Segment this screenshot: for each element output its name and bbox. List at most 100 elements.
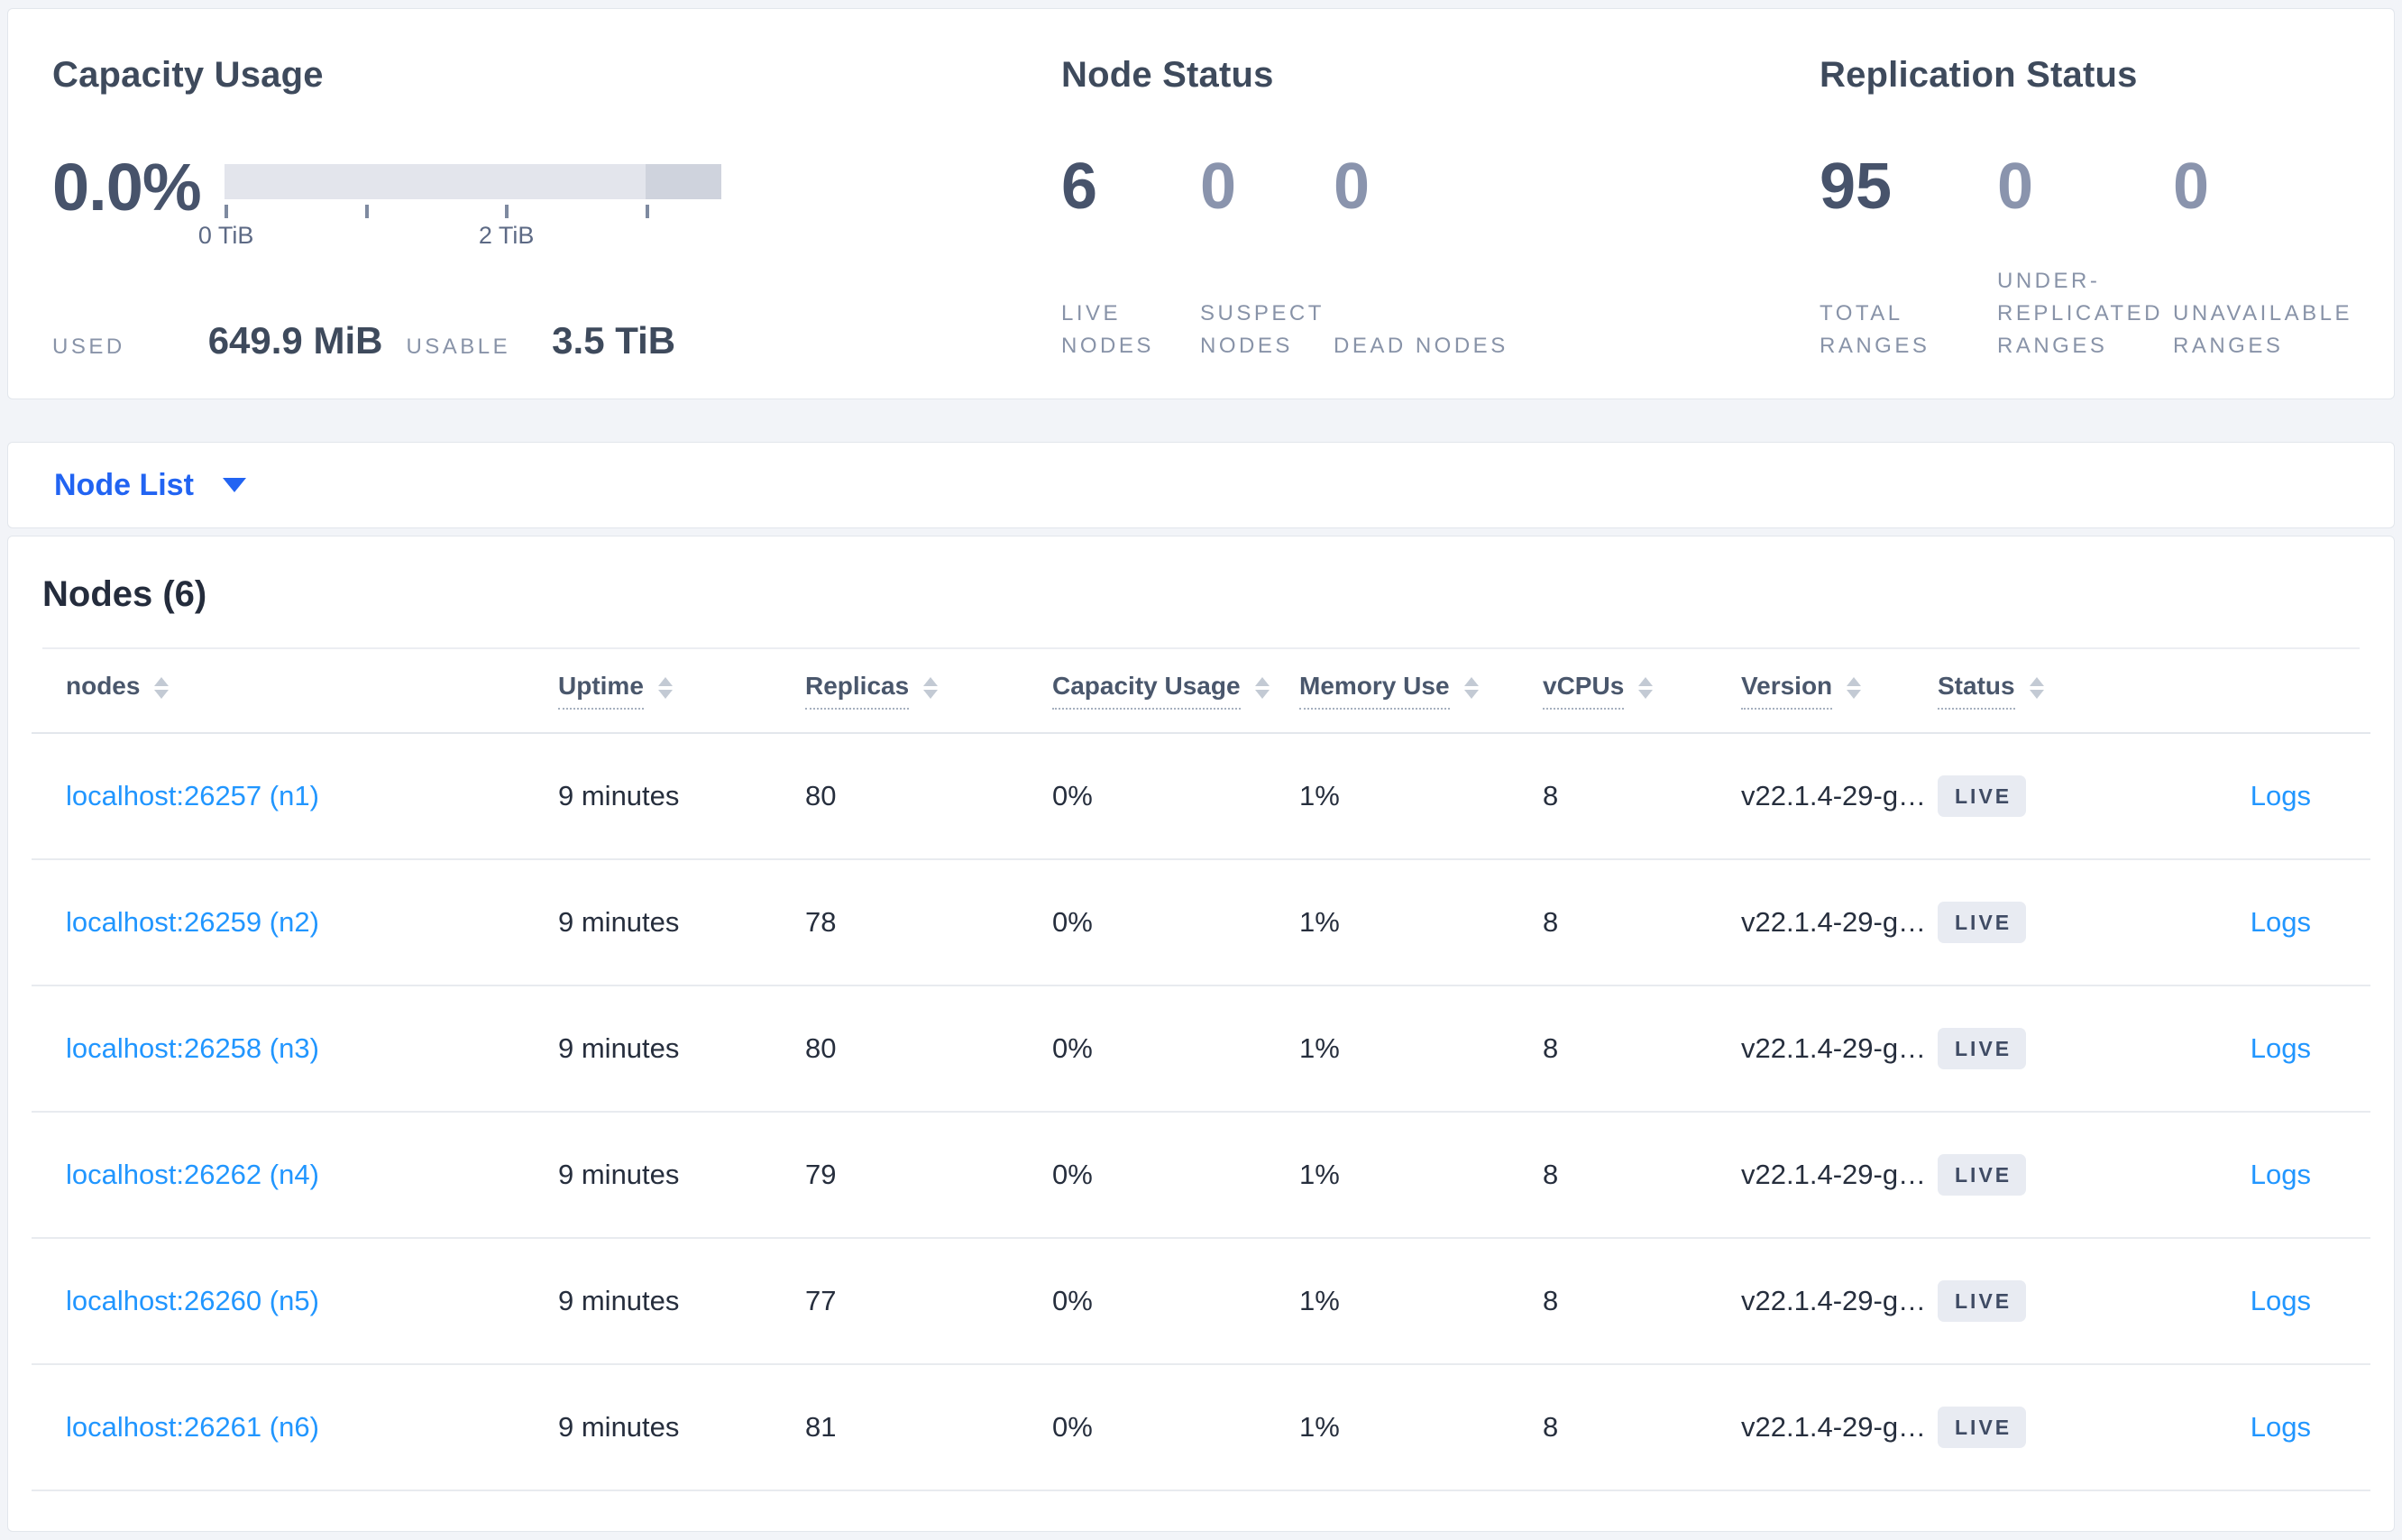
capacity-cell: 0% [1052,1411,1093,1443]
capacity-usage-bar: 0 TiB 2 TiB [198,164,721,249]
divider [42,647,2360,649]
memory-cell: 1% [1299,906,1340,938]
sort-icon[interactable] [1847,677,1862,699]
usable-value: 3.5 TiB [552,319,676,362]
capacity-bar-track [224,164,721,199]
column-header-status[interactable]: Status [1938,672,2172,710]
live-nodes-label: LIVE NODES [1061,301,1154,358]
logs-link[interactable]: Logs [2250,906,2311,938]
used-label: USED [52,335,125,359]
unavailable-ranges-value: 0 [2173,151,2210,223]
sort-icon[interactable] [923,677,939,699]
capacity-cell: 0% [1052,780,1093,811]
logs-link[interactable]: Logs [2250,1159,2311,1190]
vcpus-cell: 8 [1543,1411,1559,1443]
status-badge: LIVE [1938,1280,2027,1322]
column-header-version[interactable]: Version [1741,672,1938,710]
sort-icon[interactable] [1254,677,1270,699]
sort-icon[interactable] [1638,677,1654,699]
replicas-cell: 77 [805,1285,837,1316]
node-link[interactable]: localhost:26259 (n2) [66,906,319,938]
column-header-memory-use[interactable]: Memory Use [1299,672,1543,710]
uptime-cell: 9 minutes [558,1159,680,1190]
table-row: localhost:26260 (n5) 9 minutes 77 0% 1% … [32,1239,2370,1365]
nodes-table: nodes Uptime Replicas Capacity Usage Mem… [32,649,2370,1491]
replication-status-section: Replication Status 95 0 0 TOTAL RANGES U… [1820,9,2379,399]
node-status-title: Node Status [1061,55,1274,95]
uptime-cell: 9 minutes [558,1411,680,1443]
axis-tick [364,205,369,218]
column-header-nodes[interactable]: nodes [32,672,558,710]
axis-tick-label-2tib: 2 TiB [478,222,535,249]
column-header-capacity-usage[interactable]: Capacity Usage [1052,672,1299,710]
suspect-nodes-value: 0 [1200,151,1237,223]
cluster-summary-card: Capacity Usage 0.0% 0 TiB 2 TiB USED 649… [7,8,2395,399]
dead-nodes-value: 0 [1334,151,1371,223]
replicas-cell: 81 [805,1411,837,1443]
memory-cell: 1% [1299,1411,1340,1443]
replicas-cell: 80 [805,780,837,811]
table-row: localhost:26258 (n3) 9 minutes 80 0% 1% … [32,986,2370,1113]
capacity-cell: 0% [1052,1285,1093,1316]
capacity-cell: 0% [1052,906,1093,938]
version-cell: v22.1.4-29-g… [1741,1411,1927,1443]
column-header-vcpus[interactable]: vCPUs [1543,672,1741,710]
view-selector-bar: Node List [7,442,2395,528]
status-badge: LIVE [1938,1154,2027,1196]
vcpus-cell: 8 [1543,1032,1559,1064]
logs-link[interactable]: Logs [2250,1285,2311,1316]
table-header-row: nodes Uptime Replicas Capacity Usage Mem… [32,649,2370,734]
capacity-usage-title: Capacity Usage [52,55,324,95]
replication-status-title: Replication Status [1820,55,2138,95]
vcpus-cell: 8 [1543,1285,1559,1316]
status-badge: LIVE [1938,1407,2027,1448]
status-badge: LIVE [1938,1028,2027,1069]
status-badge: LIVE [1938,902,2027,943]
version-cell: v22.1.4-29-g… [1741,780,1927,811]
table-row: localhost:26262 (n4) 9 minutes 79 0% 1% … [32,1113,2370,1239]
column-header-replicas[interactable]: Replicas [805,672,1052,710]
uptime-cell: 9 minutes [558,780,680,811]
used-value: 649.9 MiB [207,319,383,362]
axis-tick [504,205,509,218]
replicas-cell: 79 [805,1159,837,1190]
memory-cell: 1% [1299,1032,1340,1064]
total-ranges-value: 95 [1820,151,1893,223]
node-link[interactable]: localhost:26262 (n4) [66,1159,319,1190]
logs-link[interactable]: Logs [2250,1032,2311,1064]
node-link[interactable]: localhost:26257 (n1) [66,780,319,811]
node-list-dropdown[interactable]: Node List [54,467,194,502]
vcpus-cell: 8 [1543,1159,1559,1190]
chevron-down-icon[interactable] [222,478,246,492]
unavailable-ranges-label: UNAVAILABLE RANGES [2173,301,2353,358]
axis-tick [224,205,228,218]
nodes-card: Nodes (6) nodes Uptime Replicas Capacity… [7,536,2395,1532]
column-header-uptime[interactable]: Uptime [558,672,805,710]
total-ranges-label: TOTAL RANGES [1820,301,1930,358]
capacity-cell: 0% [1052,1032,1093,1064]
vcpus-cell: 8 [1543,780,1559,811]
sort-icon[interactable] [1463,677,1479,699]
logs-link[interactable]: Logs [2250,1411,2311,1443]
logs-link[interactable]: Logs [2250,780,2311,811]
sort-icon[interactable] [2029,677,2044,699]
axis-tick [645,205,649,218]
live-nodes-value: 6 [1061,151,1098,223]
node-link[interactable]: localhost:26258 (n3) [66,1032,319,1064]
version-cell: v22.1.4-29-g… [1741,906,1927,938]
sort-icon[interactable] [657,677,673,699]
capacity-usage-section: Capacity Usage 0.0% 0 TiB 2 TiB USED 649… [52,9,1008,399]
memory-cell: 1% [1299,780,1340,811]
replicas-cell: 78 [805,906,837,938]
table-row: localhost:26257 (n1) 9 minutes 80 0% 1% … [32,734,2370,860]
node-link[interactable]: localhost:26261 (n6) [66,1411,319,1443]
status-badge: LIVE [1938,775,2027,817]
usable-label: USABLE [406,335,511,359]
sort-icon[interactable] [154,677,170,699]
under-replicated-ranges-label: UNDER-REPLICATED RANGES [1997,269,2163,358]
capacity-cell: 0% [1052,1159,1093,1190]
node-link[interactable]: localhost:26260 (n5) [66,1285,319,1316]
version-cell: v22.1.4-29-g… [1741,1285,1927,1316]
vcpus-cell: 8 [1543,906,1559,938]
suspect-nodes-label: SUSPECT NODES [1200,301,1325,358]
